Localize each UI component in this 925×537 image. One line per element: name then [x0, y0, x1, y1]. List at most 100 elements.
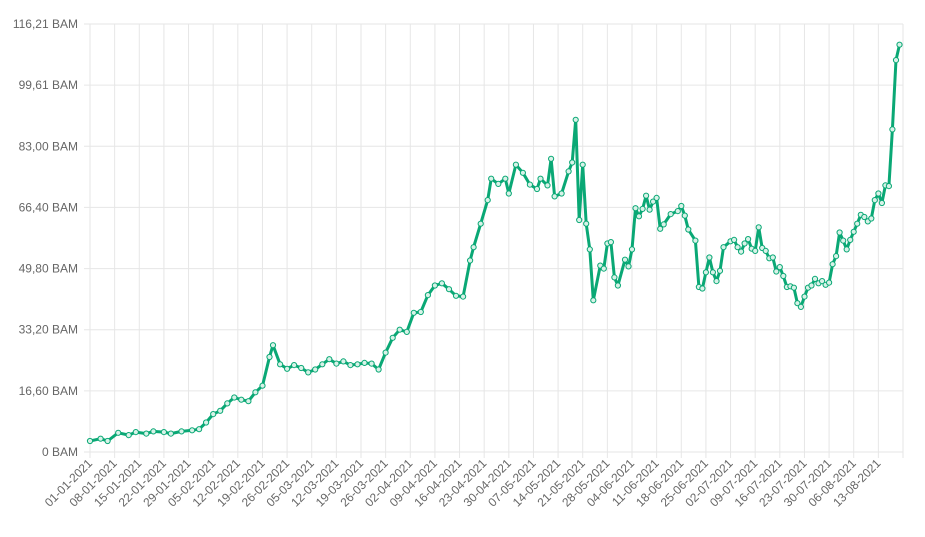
data-point[interactable]	[115, 429, 122, 436]
data-point[interactable]	[231, 394, 238, 401]
data-point[interactable]	[583, 220, 590, 227]
data-point[interactable]	[210, 411, 217, 418]
data-point[interactable]	[333, 360, 340, 367]
data-point[interactable]	[829, 261, 836, 268]
data-point[interactable]	[424, 292, 431, 299]
data-point[interactable]	[505, 190, 512, 197]
data-point[interactable]	[685, 226, 692, 233]
data-point[interactable]	[403, 328, 410, 335]
data-point[interactable]	[431, 282, 438, 289]
data-point[interactable]	[319, 361, 326, 368]
data-point[interactable]	[298, 364, 305, 372]
data-point[interactable]	[755, 224, 762, 231]
data-point[interactable]	[752, 247, 759, 254]
data-point[interactable]	[892, 57, 900, 64]
data-point[interactable]	[885, 183, 893, 190]
data-point[interactable]	[196, 426, 203, 433]
data-point[interactable]	[277, 361, 284, 368]
data-point[interactable]	[470, 244, 477, 251]
data-point[interactable]	[678, 202, 685, 210]
data-point[interactable]	[734, 244, 741, 251]
data-point[interactable]	[790, 284, 798, 291]
data-point[interactable]	[600, 265, 607, 272]
data-point[interactable]	[808, 282, 815, 289]
data-point[interactable]	[811, 275, 819, 282]
data-point[interactable]	[850, 228, 857, 235]
data-point[interactable]	[674, 208, 681, 215]
data-point[interactable]	[607, 239, 615, 246]
data-point[interactable]	[203, 419, 210, 426]
data-point[interactable]	[512, 161, 520, 168]
data-point[interactable]	[650, 198, 657, 205]
data-point[interactable]	[417, 308, 424, 316]
data-point[interactable]	[445, 286, 453, 293]
data-point[interactable]	[875, 190, 882, 197]
data-point[interactable]	[488, 175, 495, 182]
data-point[interactable]	[526, 181, 534, 188]
data-point[interactable]	[495, 180, 502, 187]
data-point[interactable]	[702, 269, 710, 276]
data-point[interactable]	[389, 334, 396, 341]
data-point[interactable]	[340, 358, 347, 365]
data-point[interactable]	[646, 206, 653, 213]
data-point[interactable]	[537, 175, 544, 182]
data-point[interactable]	[776, 264, 783, 271]
data-point[interactable]	[224, 400, 231, 407]
data-point[interactable]	[375, 366, 382, 373]
data-point[interactable]	[801, 293, 808, 300]
data-point[interactable]	[639, 205, 646, 212]
data-point[interactable]	[731, 236, 738, 243]
data-point[interactable]	[548, 155, 555, 162]
data-point[interactable]	[97, 435, 104, 442]
data-point[interactable]	[643, 192, 650, 199]
data-point[interactable]	[628, 246, 636, 253]
data-point[interactable]	[738, 248, 745, 255]
data-point[interactable]	[259, 382, 266, 389]
data-point[interactable]	[699, 285, 706, 292]
data-point[interactable]	[132, 429, 139, 436]
data-point[interactable]	[565, 168, 572, 175]
data-point[interactable]	[312, 366, 319, 373]
data-point[interactable]	[713, 278, 720, 285]
data-point[interactable]	[143, 430, 150, 437]
data-point[interactable]	[477, 220, 484, 227]
data-point[interactable]	[467, 257, 474, 264]
data-point[interactable]	[189, 427, 196, 434]
data-point[interactable]	[86, 437, 94, 445]
data-point[interactable]	[840, 237, 847, 244]
data-point[interactable]	[284, 365, 291, 372]
data-point[interactable]	[896, 41, 903, 48]
data-point[interactable]	[632, 205, 639, 212]
data-point[interactable]	[382, 349, 389, 356]
data-point[interactable]	[621, 256, 629, 263]
data-point[interactable]	[178, 428, 185, 435]
data-point[interactable]	[692, 237, 699, 244]
data-point[interactable]	[826, 279, 833, 286]
data-point[interactable]	[305, 369, 312, 376]
data-point[interactable]	[635, 213, 643, 220]
data-point[interactable]	[871, 197, 878, 204]
data-point[interactable]	[843, 246, 850, 253]
data-point[interactable]	[590, 297, 597, 304]
data-point[interactable]	[579, 161, 586, 168]
data-point[interactable]	[861, 213, 868, 221]
data-point[interactable]	[854, 220, 861, 227]
data-point[interactable]	[396, 326, 403, 333]
data-point[interactable]	[833, 253, 840, 260]
data-point[interactable]	[667, 211, 674, 218]
data-point[interactable]	[868, 215, 875, 222]
data-point[interactable]	[502, 175, 509, 182]
data-point[interactable]	[889, 126, 896, 133]
data-point[interactable]	[625, 263, 632, 270]
data-point[interactable]	[544, 182, 551, 189]
data-point[interactable]	[533, 185, 541, 193]
data-point[interactable]	[611, 274, 618, 281]
data-point[interactable]	[614, 282, 622, 289]
data-point[interactable]	[762, 247, 769, 254]
data-point[interactable]	[438, 280, 445, 287]
data-point[interactable]	[569, 159, 576, 166]
data-point[interactable]	[252, 389, 259, 396]
data-point[interactable]	[245, 398, 252, 405]
data-point[interactable]	[354, 361, 361, 368]
data-point[interactable]	[368, 360, 375, 367]
